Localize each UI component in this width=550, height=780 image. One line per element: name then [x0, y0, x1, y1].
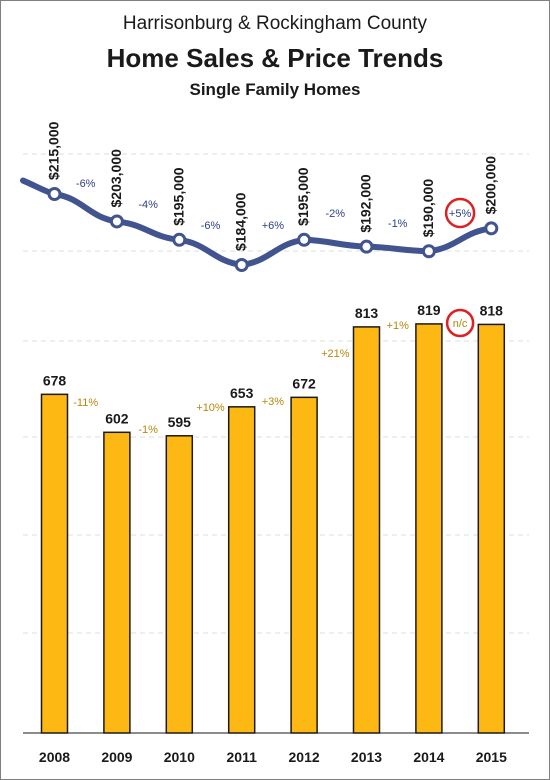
- bar-2013: [352, 326, 381, 734]
- price-label-2014: $190,000: [420, 179, 436, 238]
- x-tick-2010: 2010: [164, 749, 195, 765]
- chart-subtitle: Home Sales & Price Trends: [106, 43, 444, 73]
- bar-label-2013: 813: [355, 305, 379, 321]
- price-point-2014: [421, 244, 436, 259]
- x-tick-2014: 2014: [413, 749, 444, 765]
- x-tick-2009: 2009: [101, 749, 132, 765]
- price-label-2011: $184,000: [233, 192, 249, 251]
- price-point-2013: [359, 239, 374, 254]
- x-tick-2015: 2015: [476, 749, 507, 765]
- price-change-1: -6%: [76, 178, 96, 190]
- bar-change-4: +3%: [262, 396, 285, 408]
- x-tick-2012: 2012: [289, 749, 320, 765]
- bar-change-3: +10%: [196, 402, 225, 414]
- bar-change-1: -11%: [73, 397, 98, 409]
- bar-2008: [40, 393, 69, 734]
- price-point-2015: [484, 221, 499, 236]
- price-change-5: -2%: [326, 208, 346, 220]
- x-tick-2008: 2008: [39, 749, 70, 765]
- bar-label-2008: 678: [43, 372, 67, 388]
- bar-label-2011: 653: [230, 385, 254, 401]
- bar-change-5: +21%: [321, 348, 350, 360]
- price-point-2012: [297, 232, 312, 247]
- price-point-2011: [234, 258, 249, 272]
- bar-label-2014: 819: [417, 302, 441, 318]
- price-label-2012: $195,000: [295, 167, 311, 226]
- bar-label-2012: 672: [292, 375, 316, 391]
- bar-label-2009: 602: [105, 410, 129, 426]
- price-label-2013: $192,000: [358, 174, 374, 233]
- price-change-highlight-circle: [444, 197, 476, 229]
- bar-2012: [290, 396, 318, 734]
- price-change-4: +6%: [262, 220, 285, 232]
- price-change-6: -1%: [388, 218, 408, 230]
- bar-change-6: +1%: [387, 320, 410, 332]
- bar-change-2: -1%: [138, 424, 158, 436]
- bar-2011: [227, 406, 256, 734]
- price-label-2009: $203,000: [108, 149, 124, 208]
- price-point-2008: [47, 187, 62, 201]
- price-change-3: -6%: [201, 220, 221, 232]
- price-point-2010: [172, 232, 187, 247]
- price-label-2008: $215,000: [46, 121, 62, 180]
- bar-change-highlight-circle: [445, 308, 475, 338]
- bar-2015: [477, 323, 506, 734]
- price-label-2015: $200,000: [482, 156, 498, 215]
- bar-2009: [103, 431, 131, 734]
- bar-label-2010: 595: [168, 414, 192, 430]
- bar-change-7: n/c: [453, 318, 468, 330]
- x-tick-2011: 2011: [227, 749, 258, 765]
- chart-title: Harrisonburg & Rockingham County: [122, 13, 428, 34]
- price-change-7: +5%: [449, 208, 472, 220]
- bar-2014: [415, 323, 443, 734]
- price-label-2010: $195,000: [170, 167, 186, 226]
- bar-2010: [165, 435, 194, 734]
- price-change-2: -4%: [138, 199, 158, 211]
- price-point-2009: [109, 214, 124, 229]
- bar-label-2015: 818: [480, 302, 504, 318]
- x-tick-2013: 2013: [351, 749, 382, 765]
- chart-subtitle-2: Single Family Homes: [189, 80, 361, 99]
